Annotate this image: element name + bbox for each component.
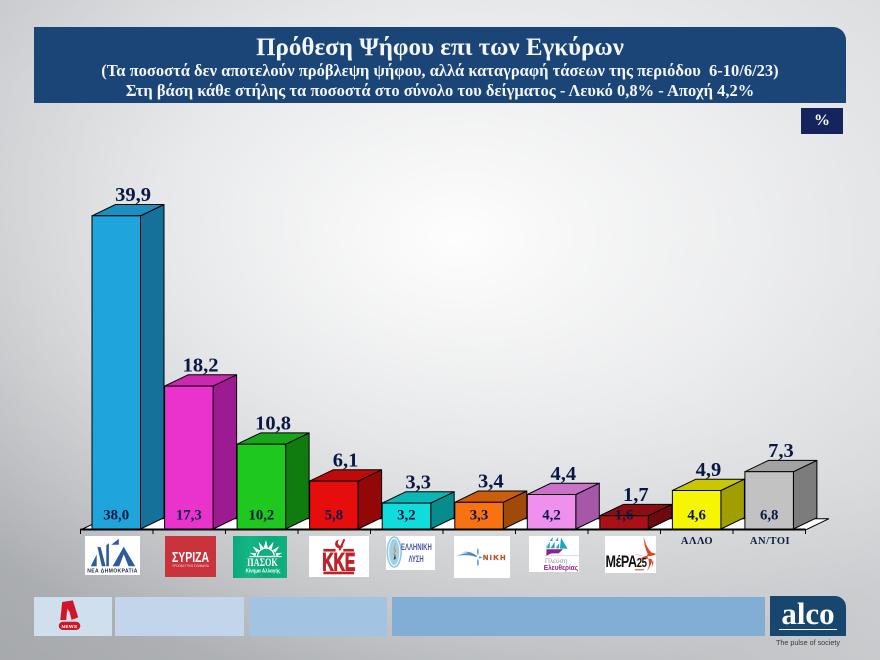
svg-text:4,6: 4,6 [687, 508, 706, 524]
svg-text:Ελευθερίας: Ελευθερίας [544, 564, 579, 572]
svg-text:ΠΑΣΟΚ: ΠΑΣΟΚ [247, 556, 278, 569]
svg-text:3,2: 3,2 [397, 508, 416, 524]
svg-text:10,8: 10,8 [255, 413, 291, 435]
svg-text:ΛΥΣΗ: ΛΥΣΗ [408, 554, 423, 565]
svg-text:ΚΚΕ: ΚΚΕ [322, 548, 355, 576]
svg-text:6,8: 6,8 [760, 508, 779, 524]
svg-text:ΠΡΟΟΔΕΥΤΙΚΗ ΣΥΜΜΑΧΙΑ: ΠΡΟΟΔΕΥΤΙΚΗ ΣΥΜΜΑΧΙΑ [172, 563, 209, 567]
svg-text:ΑΝ/ΤΟΙ: ΑΝ/ΤΟΙ [750, 536, 790, 547]
svg-text:18,2: 18,2 [183, 355, 219, 377]
svg-text:ΑΛΛΟ: ΑΛΛΟ [681, 536, 713, 547]
svg-text:ΝΕΑ ΔΗΜΟΚΡΑΤΙΑ: ΝΕΑ ΔΗΜΟΚΡΑΤΙΑ [87, 569, 138, 575]
svg-text:ΝΙΚΗ: ΝΙΚΗ [482, 553, 506, 562]
svg-text:7,3: 7,3 [768, 440, 794, 462]
svg-text:ΜέΡΑ25: ΜέΡΑ25 [606, 553, 647, 571]
svg-text:3,3: 3,3 [405, 472, 431, 494]
svg-text:1,6: 1,6 [615, 508, 634, 524]
svg-text:39,9: 39,9 [115, 184, 151, 206]
svg-text:10,2: 10,2 [248, 508, 274, 524]
svg-text:4,9: 4,9 [696, 459, 722, 481]
svg-text:Πλεύση: Πλεύση [545, 557, 568, 565]
svg-text:Κίνημα Αλλαγής: Κίνημα Αλλαγής [246, 568, 281, 574]
svg-text:38,0: 38,0 [103, 508, 129, 524]
svg-text:4,2: 4,2 [542, 508, 561, 524]
svg-text:ΕΛΛΗΝΙΚΗ: ΕΛΛΗΝΙΚΗ [401, 541, 432, 552]
svg-text:17,3: 17,3 [176, 508, 202, 524]
svg-text:NEWS: NEWS [62, 624, 78, 630]
svg-text:1,7: 1,7 [623, 484, 649, 506]
svg-text:3,4: 3,4 [478, 471, 504, 493]
svg-text:3,3: 3,3 [470, 508, 489, 524]
svg-text:5,8: 5,8 [325, 508, 344, 524]
svg-text:4,4: 4,4 [550, 463, 576, 485]
svg-text:ΣΥΡΙΖΑ: ΣΥΡΙΖΑ [172, 549, 209, 565]
svg-text:6,1: 6,1 [333, 450, 359, 472]
